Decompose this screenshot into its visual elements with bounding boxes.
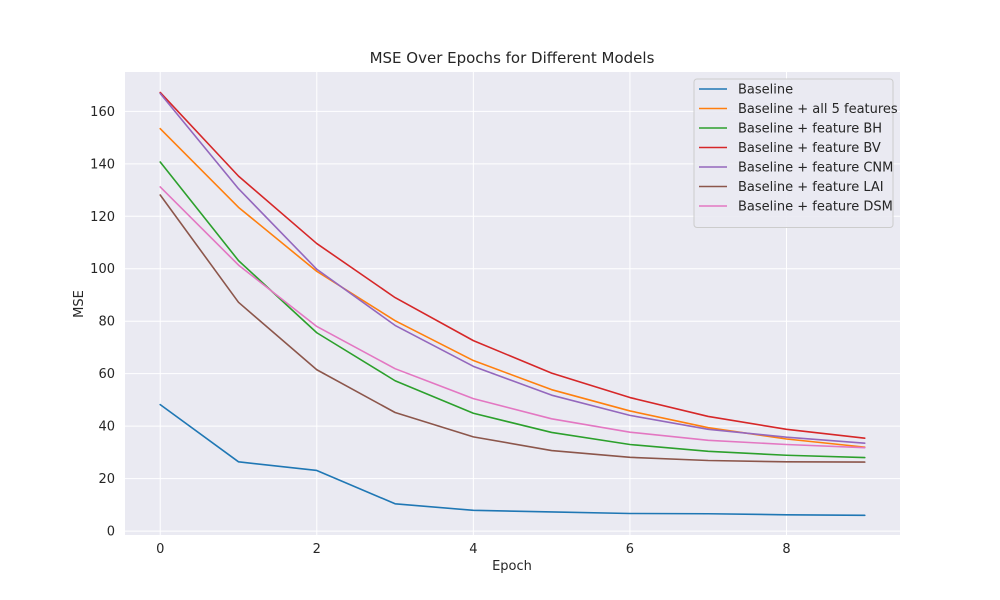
legend-box [693, 78, 894, 228]
x-tick-label: 2 [313, 542, 321, 557]
series-line [159, 403, 866, 517]
legend-label: Baseline [738, 83, 793, 98]
y-tick-label: 120 [90, 210, 115, 225]
legend-label: Baseline + feature CNM [738, 161, 893, 176]
y-tick-label: 80 [98, 315, 115, 330]
legend-label: Baseline + feature DSM [738, 200, 893, 215]
legend-label: Baseline + feature LAI [738, 180, 884, 195]
legend-label: Baseline + all 5 features [738, 102, 898, 117]
series-line [159, 91, 866, 440]
y-tick-label: 0 [107, 525, 115, 540]
y-tick-label: 40 [98, 420, 115, 435]
x-tick-label: 4 [469, 542, 477, 557]
x-tick-label: 8 [782, 542, 790, 557]
y-axis-label: MSE [72, 290, 87, 318]
y-tick-label: 60 [98, 367, 115, 382]
y-tick-label: 140 [90, 157, 115, 172]
x-tick-label: 0 [156, 542, 164, 557]
y-tick-label: 20 [98, 472, 115, 487]
chart-title: MSE Over Epochs for Different Models [370, 49, 655, 67]
legend-label: Baseline + feature BV [738, 141, 881, 156]
x-tick-label: 6 [626, 542, 634, 557]
series-line [159, 186, 866, 449]
y-tick-label: 160 [90, 105, 115, 120]
series-line [159, 92, 866, 444]
series-lines [159, 91, 866, 517]
x-axis-label: Epoch [492, 559, 532, 574]
series-line [159, 194, 866, 463]
legend-label: Baseline + feature BH [738, 122, 882, 137]
y-tick-label: 100 [90, 262, 115, 277]
legend: Baseline Baseline + all 5 features Baselin… [693, 78, 898, 228]
